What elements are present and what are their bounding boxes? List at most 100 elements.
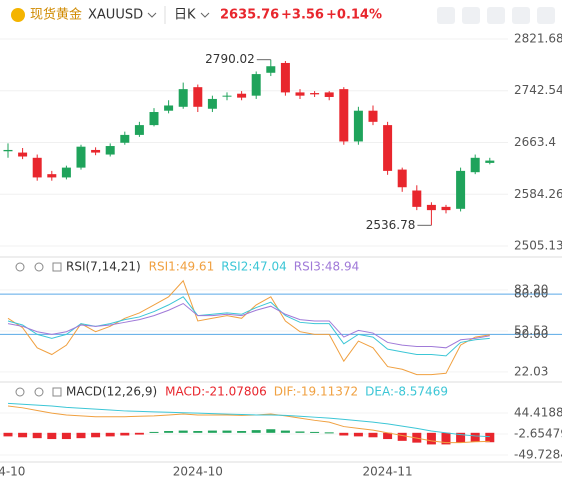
macd-bar	[18, 432, 28, 438]
symbol[interactable]: XAUUSD	[88, 8, 143, 23]
change: +3.56	[281, 8, 324, 23]
macd-bar	[134, 432, 144, 435]
price: 2635.76	[220, 8, 279, 23]
header: 现货黄金 XAUUSD 日K 2635.76 +3.56 +0.14%	[11, 6, 555, 24]
settings-icon	[34, 262, 44, 272]
macd-bar	[178, 430, 188, 433]
candle-body	[237, 93, 247, 98]
candle-body	[164, 105, 174, 111]
y-tick-label: 2505.13	[514, 239, 562, 253]
macd-bar	[76, 432, 86, 439]
macd-bar	[61, 432, 71, 440]
y-tick-label: 2584.26	[514, 187, 562, 201]
draw-tool-button[interactable]	[437, 7, 455, 24]
macd-bar	[91, 432, 101, 438]
macd-bar	[32, 432, 42, 439]
legend-entry: DEA:-8.57469	[365, 385, 448, 399]
candle-body	[18, 152, 28, 157]
legend-entry: RSI1:49.61	[149, 260, 215, 274]
indicator-line	[7, 302, 490, 349]
y-tick-label: 50.00	[514, 327, 548, 341]
candle-body	[470, 157, 480, 173]
candle-body	[368, 110, 378, 122]
y-tick-label: 83.20	[514, 282, 548, 296]
candle-body	[485, 160, 495, 163]
macd-bar	[426, 432, 436, 445]
candle-body	[339, 89, 349, 142]
period[interactable]: 日K	[174, 8, 196, 23]
candle-body	[383, 125, 393, 171]
macd-bar	[105, 432, 115, 437]
candle-body	[47, 174, 57, 178]
period-dropdown[interactable]	[200, 12, 210, 18]
instrument-name[interactable]: 现货黄金	[30, 7, 82, 23]
macd-bar	[251, 430, 261, 433]
expand-icon	[52, 262, 62, 272]
macd-bar	[310, 431, 320, 433]
symbol-dropdown[interactable]	[147, 12, 157, 18]
macd-bar	[207, 430, 217, 433]
macd-bar	[47, 432, 57, 440]
indicator-line	[7, 296, 490, 357]
candle-body	[134, 125, 144, 135]
macd-bar	[237, 431, 247, 433]
candle-body	[412, 190, 422, 207]
visibility-icon	[15, 387, 25, 397]
x-tick-label: 2024-10	[173, 465, 223, 479]
macd-bar	[353, 432, 363, 437]
close-button[interactable]	[537, 7, 555, 24]
macd-bar	[295, 431, 305, 433]
macd-bar	[470, 432, 480, 442]
candle-body	[149, 112, 159, 126]
macd-bar	[266, 429, 276, 433]
y-tick-label: 2821.68	[514, 31, 562, 45]
macd-bar	[324, 432, 334, 434]
macd-bar	[193, 431, 203, 433]
indicator-line	[7, 402, 490, 438]
low-label: 2536.78	[366, 218, 416, 232]
chart-type-button[interactable]	[487, 7, 505, 24]
change-pct: +0.14%	[326, 8, 382, 23]
candle-body	[178, 89, 188, 107]
candle-body	[91, 149, 101, 153]
high-label: 2790.02	[205, 52, 255, 66]
expand-icon	[52, 387, 62, 397]
y-tick-label: -2.65479	[514, 426, 562, 440]
candle-body	[3, 149, 13, 152]
settings-icon	[34, 387, 44, 397]
candle-body	[310, 93, 320, 95]
legend-entry: DIF:-19.11372	[274, 385, 358, 399]
macd-bar	[222, 430, 232, 433]
macd-bar	[339, 432, 349, 436]
legend-entry: MACD:-21.07806	[165, 385, 267, 399]
y-tick-label: 44.41887	[514, 405, 562, 419]
candle-body	[207, 98, 217, 109]
candle-body	[441, 206, 451, 211]
legend-entry: RSI2:47.04	[221, 260, 287, 274]
macd-bar	[280, 430, 290, 433]
macd-bar	[485, 432, 495, 443]
fullscreen-button[interactable]	[512, 7, 530, 24]
indicator-line	[7, 279, 490, 376]
candle-body	[61, 167, 71, 178]
candle-body	[105, 146, 115, 155]
indicator-title: RSI(7,14,21)	[66, 260, 141, 274]
candle-body	[222, 95, 232, 97]
candle-body	[266, 66, 276, 73]
y-tick-label: 22.03	[514, 364, 548, 378]
candle-body	[397, 169, 407, 188]
macd-bar	[368, 432, 378, 438]
macd-bar	[149, 431, 159, 433]
legend-entry: RSI3:48.94	[294, 260, 360, 274]
candle-body	[426, 204, 436, 211]
macd-bar	[3, 432, 13, 437]
macd-bar	[441, 432, 451, 445]
x-tick-label: 24-10	[0, 465, 25, 479]
candle-body	[193, 87, 203, 107]
indicator-button[interactable]	[462, 7, 480, 24]
candle-body	[32, 157, 42, 178]
y-tick-label: -49.72845	[514, 448, 562, 462]
candle-body	[76, 146, 86, 168]
y-tick-label: 80.00	[514, 287, 548, 301]
